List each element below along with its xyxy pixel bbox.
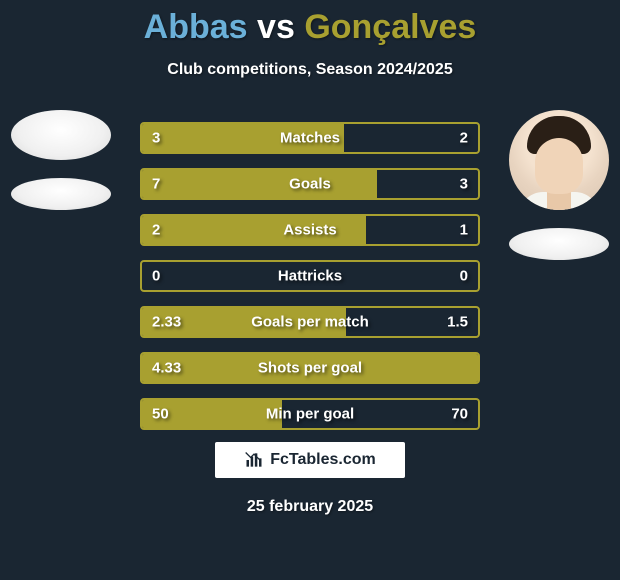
- stat-value-left: 4.33: [152, 360, 181, 377]
- stat-label: Assists: [283, 222, 336, 239]
- stat-value-left: 50: [152, 406, 169, 423]
- player2-avatars: [504, 110, 614, 260]
- stat-value-right: 1: [460, 222, 468, 239]
- comparison-title: Abbas vs Gonçalves: [0, 0, 620, 47]
- stat-row: 2 Assists 1: [140, 214, 480, 246]
- stat-value-right: 0: [460, 268, 468, 285]
- player1-avatars: [6, 110, 116, 210]
- player2-name: Gonçalves: [304, 8, 476, 46]
- stat-value-right: 70: [451, 406, 468, 423]
- stat-label: Shots per goal: [258, 360, 362, 377]
- subtitle: Club competitions, Season 2024/2025: [0, 61, 620, 79]
- stat-value-left: 0: [152, 268, 160, 285]
- chart-bar-icon: [244, 450, 264, 470]
- stat-row: 50 Min per goal 70: [140, 398, 480, 430]
- player2-avatar: [509, 110, 609, 210]
- stat-label: Hattricks: [278, 268, 342, 285]
- stat-value-left: 3: [152, 130, 160, 147]
- player2-club-logo: [509, 228, 609, 260]
- stat-row: 7 Goals 3: [140, 168, 480, 200]
- player1-club-logo: [11, 178, 111, 210]
- stat-row: 3 Matches 2: [140, 122, 480, 154]
- vs-label: vs: [257, 8, 295, 46]
- stat-label: Matches: [280, 130, 340, 147]
- stat-row: 2.33 Goals per match 1.5: [140, 306, 480, 338]
- stat-value-left: 2: [152, 222, 160, 239]
- stat-value-left: 7: [152, 176, 160, 193]
- player2-face: [509, 110, 609, 210]
- stat-label: Goals: [289, 176, 331, 193]
- brand-text: FcTables.com: [270, 451, 376, 469]
- player1-avatar: [11, 110, 111, 160]
- stat-fill-left: [142, 170, 377, 198]
- stat-value-left: 2.33: [152, 314, 181, 331]
- stat-bars: 3 Matches 2 7 Goals 3 2 Assists 1 0 Hattricks 0 2.33…: [140, 122, 480, 430]
- stat-value-right: 3: [460, 176, 468, 193]
- stat-row: 4.33 Shots per goal: [140, 352, 480, 384]
- stat-row: 0 Hattricks 0: [140, 260, 480, 292]
- stat-label: Min per goal: [266, 406, 354, 423]
- stat-value-right: 1.5: [447, 314, 468, 331]
- stat-value-right: 2: [460, 130, 468, 147]
- stat-label: Goals per match: [251, 314, 369, 331]
- player1-name: Abbas: [144, 8, 248, 46]
- brand-badge: FcTables.com: [215, 442, 405, 478]
- date-label: 25 february 2025: [0, 498, 620, 516]
